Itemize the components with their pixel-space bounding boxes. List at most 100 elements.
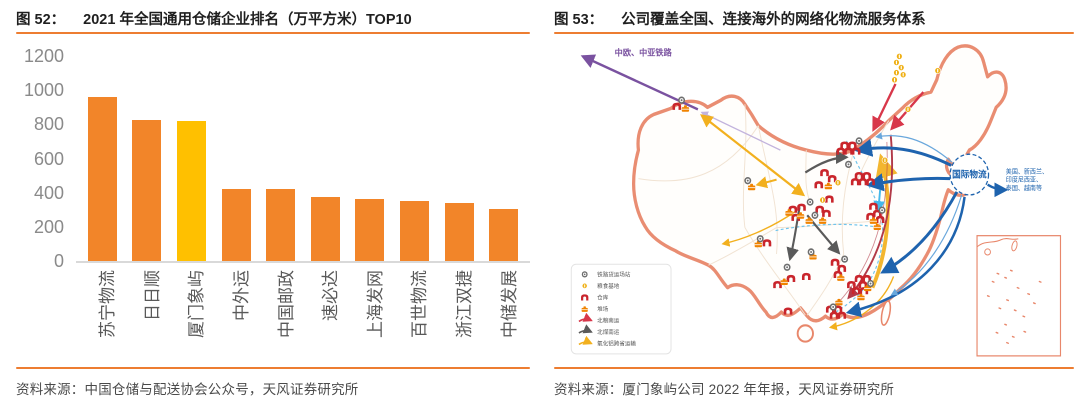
route-arrows	[580, 54, 1009, 331]
grain-south-arrow-1	[872, 83, 897, 132]
y-tick-1200: 1200	[23, 46, 64, 66]
figure-53-title: 公司覆盖全国、连接海外的网络化物流服务体系	[621, 12, 926, 28]
figure-52-caption: 图 52： 2021 年全国通用仓储企业排名（万平方米）TOP10	[16, 8, 530, 29]
bar-苏宁物流	[87, 96, 117, 261]
grain-icon	[934, 67, 942, 75]
legend-label: 仓库	[597, 293, 608, 301]
grain-icon	[897, 64, 905, 72]
legend-label: 氧化铝跨省运输	[597, 340, 636, 348]
intl-route-shanghai	[880, 191, 959, 274]
intl-route-thin-2	[875, 132, 953, 163]
legend-yellow-route-icon	[578, 335, 593, 346]
taiwan-island	[880, 300, 892, 326]
x-label-slot: 百世物流	[392, 263, 437, 367]
x-label-浙江双捷: 浙江双捷	[455, 270, 475, 338]
coal-south-arrow-2	[786, 206, 801, 262]
intl-destinations-line2: 印度尼西亚、	[1006, 176, 1042, 184]
grain-icon	[893, 58, 900, 67]
grain-icon	[819, 196, 826, 204]
intl-route-qingdao	[866, 173, 951, 192]
x-label-slot: 苏宁物流	[80, 263, 125, 367]
station-icon	[841, 255, 849, 263]
station-icon	[829, 303, 837, 311]
y-tick-600: 600	[33, 148, 64, 169]
x-label-中外运: 中外运	[232, 270, 252, 321]
caption-divider	[16, 32, 530, 34]
river-arrow	[873, 189, 885, 214]
station-icon	[878, 206, 886, 214]
warehouse-icon	[848, 141, 857, 149]
station-icon	[855, 137, 863, 145]
intl-route-thin-1	[890, 194, 963, 296]
x-label-slot: 中储发展	[481, 263, 526, 367]
station-icon	[678, 96, 686, 104]
bar-slot	[125, 119, 170, 261]
bar-slot	[258, 189, 303, 261]
x-axis-labels: 苏宁物流 日日顺 厦门象屿 中外运 中国邮政 速必达 上海发网 百世物流 浙江双捷 中储发展	[76, 263, 530, 367]
legend-dark-route-icon	[578, 324, 593, 334]
bar-slot	[437, 202, 482, 261]
alumina-south-route	[721, 210, 797, 247]
y-tick-0: 0	[53, 251, 64, 271]
plot-column: 苏宁物流 日日顺 厦门象屿 中外运 中国邮政 速必达 上海发网 百世物流 浙江双捷 中储发展	[76, 56, 530, 367]
figure-52-title: 2021 年全国通用仓储企业排名（万平方米）TOP10	[83, 12, 412, 28]
bar-中储发展	[489, 208, 519, 261]
x-label-苏宁物流: 苏宁物流	[98, 270, 118, 338]
grain-coast-route-2	[831, 141, 888, 310]
station-icon	[756, 235, 764, 243]
x-label-slot: 速必达	[303, 263, 348, 367]
x-label-中国邮政: 中国邮政	[276, 270, 296, 338]
figure-53-caption: 图 53： 公司覆盖全国、连接海外的网络化物流服务体系	[554, 8, 1074, 29]
grain-icon	[891, 76, 898, 84]
grain-icon	[904, 105, 912, 113]
x-label-百世物流: 百世物流	[410, 270, 430, 338]
x-label-中储发展: 中储发展	[499, 270, 519, 338]
legend-label: 北粮南运	[597, 316, 619, 324]
bar-slot	[392, 201, 437, 261]
hainan-island	[796, 324, 814, 343]
alumina-west-route	[755, 176, 777, 189]
x-label-slot: 上海发网	[348, 263, 393, 367]
bar-速必达	[310, 197, 340, 261]
legend-grain-icon	[581, 282, 588, 289]
x-label-slot: 中外运	[214, 263, 259, 367]
bar-上海发网	[355, 199, 385, 261]
x-label-日日顺: 日日顺	[142, 270, 162, 321]
rail-corridor-label: 中欧、中亚铁路	[615, 47, 673, 57]
intl-logistics-hub: 国际物流 美国、新西兰、 印度尼西亚、 泰国、越南等	[949, 153, 1048, 196]
y-tick-400: 400	[33, 182, 64, 203]
bar-百世物流	[399, 201, 429, 261]
bar-浙江双捷	[444, 202, 474, 261]
station-icon	[806, 198, 814, 206]
bar-厦门象屿	[176, 120, 206, 261]
legend-label: 粮食基地	[597, 282, 619, 290]
x-label-上海发网: 上海发网	[365, 270, 385, 338]
china-logistics-map: 中欧、中亚铁路 国际物流 美国、新西兰、 印度尼西亚、 泰国、越南等 铁路货运场…	[570, 44, 1062, 357]
alumina-bottom-route	[828, 276, 895, 331]
figure-52: 图 52： 2021 年全国通用仓储企业排名（万平方米）TOP10 1200 10…	[0, 0, 540, 400]
bar-slot	[348, 199, 393, 261]
alumina-coast-route	[870, 153, 898, 289]
figure-53: 图 53： 公司覆盖全国、连接海外的网络化物流服务体系	[540, 0, 1080, 400]
bar-plot	[76, 56, 530, 263]
x-label-slot: 厦门象屿	[169, 263, 214, 367]
x-label-slot: 日日顺	[125, 263, 170, 367]
logistics-map-container: 中欧、中亚铁路 国际物流 美国、新西兰、 印度尼西亚、 泰国、越南等 铁路货运场…	[554, 36, 1074, 367]
x-label-slot: 浙江双捷	[437, 263, 482, 367]
south-china-sea-inset	[976, 235, 1062, 357]
figure-53-number: 图 53：	[554, 12, 604, 28]
bar-slot	[481, 208, 526, 261]
bar-slot	[169, 120, 214, 261]
legend-red-route-icon	[578, 312, 593, 323]
x-label-厦门象屿: 厦门象屿	[187, 270, 207, 338]
grain-icon	[881, 156, 889, 164]
intl-destinations-line3: 泰国、越南等	[1006, 184, 1042, 192]
legend-label: 堆场	[597, 305, 608, 313]
intl-destinations-line1: 美国、新西兰、	[1006, 167, 1048, 175]
bar-chart: 1200 1000 800 600 400 200 0 苏宁物流 日日顺 厦门象屿 中外运 中国邮政…	[16, 46, 530, 367]
station-icon	[845, 160, 852, 169]
intl-route-bohai	[854, 138, 952, 167]
figure-53-source: 资料来源：厦门象屿公司 2022 年年报，天风证券研究所	[554, 382, 895, 397]
